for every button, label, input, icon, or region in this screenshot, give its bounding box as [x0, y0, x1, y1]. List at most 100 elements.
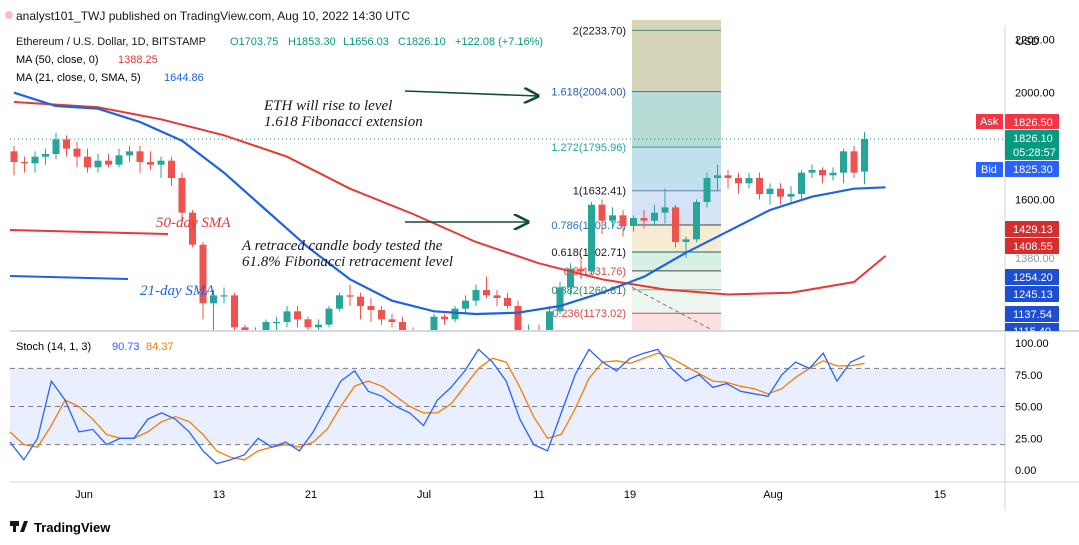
- time-label: Jul: [417, 489, 431, 501]
- ma21-value: 1644.86: [164, 72, 204, 84]
- fib-level-label: 2(2233.70): [573, 25, 626, 37]
- time-label: 15: [934, 489, 946, 501]
- fib-level-label: 1.272(1795.96): [551, 142, 626, 154]
- candle-body: [262, 322, 270, 330]
- stoch-d-value: 84.37: [146, 341, 174, 353]
- stoch-d-line: [9, 352, 865, 461]
- ma21-line: [13, 91, 886, 316]
- candle-body: [630, 218, 637, 226]
- fib-level-label: 1.618(2004.00): [551, 87, 626, 99]
- candle-body: [430, 316, 438, 330]
- candle-body: [367, 306, 375, 310]
- candle-body: [136, 151, 144, 162]
- candle-body: [724, 175, 732, 178]
- stoch-tick: 50.00: [1015, 402, 1043, 414]
- candle-body: [42, 154, 49, 157]
- ma50-label: MA (50, close, 0): [16, 54, 99, 66]
- candle-body: [357, 296, 364, 306]
- candle-body: [640, 218, 648, 221]
- price-tag-clipped-text: 1115.40: [1013, 326, 1051, 338]
- fib-level-label: 1(1632.41): [573, 186, 626, 198]
- candle-body: [378, 310, 385, 320]
- ohlc-open: O1703.75: [230, 36, 278, 48]
- candle-body: [220, 295, 228, 297]
- candle-body: [294, 311, 301, 320]
- candle-body: [210, 295, 217, 304]
- sma21-label: 21-day SMA: [140, 283, 215, 299]
- last-price-tag-text: 1826.10: [1013, 133, 1053, 145]
- candle-body: [31, 156, 39, 164]
- ask-price-tag: 1826.50: [1005, 114, 1059, 129]
- symbol-title: Ethereum / U.S. Dollar, 1D, BITSTAMP: [16, 36, 206, 48]
- candle-body: [84, 156, 91, 168]
- candle-body: [850, 151, 858, 173]
- tradingview-logo[interactable]: TradingView: [10, 520, 111, 535]
- price-tick: 1600.00: [1015, 194, 1055, 206]
- candle-body: [661, 207, 669, 213]
- annotation-top-line1: ETH will rise to level: [263, 98, 392, 114]
- ma-tag-2: 1408.55: [1005, 238, 1059, 254]
- candle-body: [441, 316, 448, 320]
- ask-badge: Ask: [976, 114, 1003, 129]
- ma21-label: MA (21, close, 0, SMA, 5): [16, 72, 141, 84]
- candle-body: [315, 324, 322, 328]
- time-axis[interactable]: Jun 13 21 Jul 11 19 Aug 15: [75, 489, 946, 501]
- candle-body: [52, 139, 60, 154]
- stoch-tick: 25.00: [1015, 433, 1043, 445]
- candle-body: [609, 215, 616, 221]
- sma50-label-line: [9, 229, 169, 235]
- fib-zone: [632, 30, 721, 92]
- price-axis[interactable]: USD2200.002000.001800.001600.00AskBid182…: [976, 34, 1059, 338]
- symbol-legend: Ethereum / U.S. Dollar, 1D, BITSTAMP O170…: [16, 36, 543, 84]
- candle-body: [94, 160, 102, 168]
- candle-body: [714, 175, 721, 178]
- candle-body: [556, 287, 564, 312]
- price-tick: 2200.00: [1015, 34, 1055, 46]
- candle-body: [304, 319, 312, 328]
- sma21-label-line: [9, 275, 129, 280]
- candle-body: [126, 151, 133, 156]
- candle-body: [189, 212, 196, 245]
- candle-body: [483, 290, 490, 296]
- candle-body: [798, 172, 805, 194]
- stoch-label: Stoch (14, 1, 3): [16, 341, 91, 353]
- bid-price-tag: 1825.30: [1005, 161, 1059, 177]
- annotation-mid-line1: A retraced candle body tested the: [241, 238, 443, 254]
- stoch-k-line: [9, 348, 865, 465]
- ohlc-change: +122.08 (+7.16%): [455, 36, 543, 48]
- candle-body: [105, 160, 112, 165]
- price-axis-currency: USD: [1016, 36, 1039, 48]
- stoch-pane[interactable]: Stoch (14, 1, 3) 90.73 84.37 100.00 75.00 50.…: [9, 338, 1049, 477]
- candle-body: [840, 151, 847, 173]
- time-label: 19: [624, 489, 636, 501]
- candle-body: [598, 204, 606, 221]
- price-tag-blue-text: 1245.13: [1013, 289, 1053, 301]
- ohlc-low: L1656.03: [343, 36, 389, 48]
- candle-body: [682, 239, 690, 242]
- arrow-to-fib-extension: [404, 91, 538, 96]
- candles: [10, 131, 868, 346]
- ohlc-high: H1853.30: [288, 36, 336, 48]
- candle-body: [703, 178, 711, 202]
- candle-body: [178, 178, 186, 213]
- fib-tool[interactable]: 2(2233.70) 1.618(2004.00) 1.272(1795.96) 1(…: [551, 20, 721, 330]
- candle-body: [745, 178, 753, 184]
- last-price-tag-text: 05:28:57: [1013, 147, 1056, 159]
- ask-label: Ask: [980, 116, 999, 128]
- ma-tag-2-text: 1408.55: [1013, 241, 1053, 253]
- time-label: Jun: [75, 489, 93, 501]
- ma50-line: [13, 101, 887, 296]
- candle-body: [577, 268, 585, 272]
- ma50-value: 1388.25: [118, 54, 158, 66]
- candle-body: [504, 298, 511, 306]
- candle-body: [241, 327, 249, 330]
- candle-body: [168, 160, 175, 178]
- candle-body: [514, 306, 522, 330]
- candle-body: [21, 162, 28, 164]
- candle-body: [420, 338, 427, 346]
- time-label: 21: [305, 489, 317, 501]
- annotation-top-line2: 1.618 Fibonacci extension: [264, 114, 423, 130]
- price-tag-blue: 1245.13: [1005, 286, 1059, 302]
- candle-body: [63, 139, 70, 149]
